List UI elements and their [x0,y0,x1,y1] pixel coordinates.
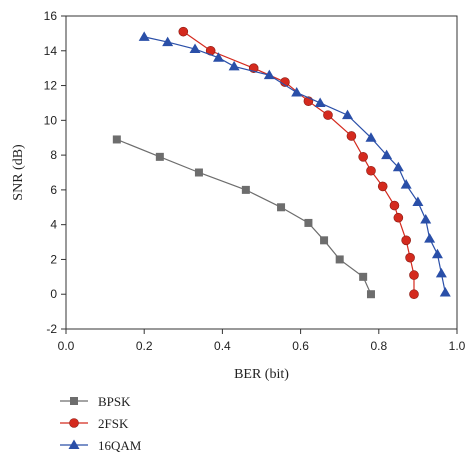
legend-marker-2fsk [69,418,79,428]
y-tick-label: 14 [44,44,58,58]
data-point-2fsk [393,212,404,223]
data-point-16qam [392,161,404,172]
data-point-bpsk [304,218,313,227]
y-axis-title: SNR (dB) [11,144,26,201]
data-point-2fsk [409,270,419,280]
data-point-bpsk [320,236,329,245]
data-point-16qam [381,149,393,160]
data-point-16qam [138,31,150,41]
plot-border [65,15,458,330]
data-point-16qam [424,233,436,243]
legend-marker-bpsk [70,397,78,405]
data-point-bpsk [277,203,286,212]
data-point-16qam [412,196,424,207]
data-point-2fsk [401,235,411,246]
data-point-16qam [342,109,354,120]
data-point-bpsk [359,272,368,281]
y-tick-label: 10 [44,113,58,127]
data-point-2fsk [366,165,376,176]
data-point-16qam [212,52,224,62]
data-point-bpsk [155,152,164,161]
data-point-16qam [189,43,201,54]
series-bpsk [112,135,375,299]
x-tick-label: 1.0 [449,339,466,353]
x-tick-label: 0.4 [214,339,231,353]
data-point-16qam [435,267,447,278]
data-point-16qam [291,87,303,97]
y-tick-label: 16 [44,9,58,23]
legend-item-2fsk: 2FSK [60,416,129,431]
data-point-2fsk [389,200,400,211]
data-point-16qam [431,248,443,259]
data-point-16qam [162,36,174,47]
data-point-2fsk [178,26,189,37]
legend-item-bpsk: BPSK [60,394,131,409]
series-layer [112,26,451,300]
data-point-bpsk [335,255,344,264]
data-point-16qam [439,286,451,297]
y-tick-label: 6 [50,183,57,197]
data-point-2fsk [409,289,419,300]
y-tick-label: 4 [50,218,57,232]
y-tick-label: 0 [50,287,57,301]
legend-label: 16QAM [98,438,142,453]
y-tick-label: -2 [46,322,57,336]
legend-marker-16qam [68,439,80,449]
series-line-bpsk [116,138,372,295]
data-point-16qam [365,132,377,142]
series-2fsk [178,26,419,300]
x-tick-label: 0.2 [136,339,153,353]
data-point-16qam [263,69,275,80]
data-point-16qam [314,97,326,107]
x-tick-label: 0.6 [292,339,309,353]
legend-label: 2FSK [98,416,129,431]
data-point-2fsk [323,110,333,120]
series-line-16qam [144,36,446,293]
data-point-bpsk [112,135,121,144]
data-point-2fsk [405,252,415,263]
plot-frame [65,15,458,330]
legend: BPSK 2FSK 16QAM [60,394,142,453]
x-tick-label: 0.8 [370,339,387,353]
data-point-16qam [400,179,412,189]
data-point-16qam [420,213,432,224]
data-point-16qam [228,60,240,71]
series-line-2fsk [182,31,415,295]
y-tick-label: 8 [50,148,57,162]
data-point-2fsk [346,131,357,141]
data-point-2fsk [377,181,388,192]
y-tick-label: 2 [50,252,57,266]
data-point-bpsk [194,168,203,177]
legend-label: BPSK [98,394,131,409]
data-point-2fsk [358,152,368,162]
data-point-bpsk [241,185,250,194]
x-tick-label: 0.0 [58,339,75,353]
series-16qam [138,31,451,297]
data-point-bpsk [366,290,375,299]
axis-ticks: 0.0 0.2 0.4 0.6 0.8 1.0 -2 0 2 4 6 8 10 12 14 16 [44,9,466,353]
legend-item-16qam: 16QAM [60,438,142,453]
x-axis-title: BER (bit) [234,367,289,382]
y-tick-label: 12 [44,79,58,93]
